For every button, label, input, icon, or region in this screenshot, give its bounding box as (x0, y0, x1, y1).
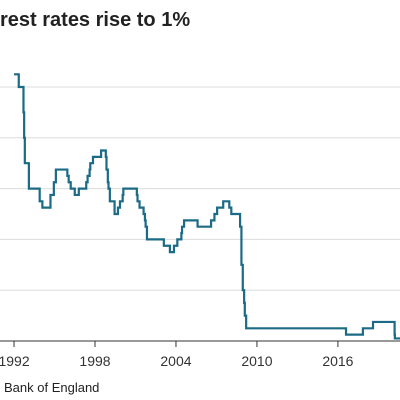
x-tick-label: 2004 (160, 353, 191, 369)
chart-title: rest rates rise to 1% (0, 9, 190, 31)
x-tick-label: 1998 (79, 353, 110, 369)
x-tick-label: 2010 (241, 353, 272, 369)
source: Bank of England (4, 380, 99, 395)
x-tick-label: 2016 (322, 353, 353, 369)
x-tick-label: 1992 (0, 353, 30, 369)
rate-line (14, 73, 400, 340)
